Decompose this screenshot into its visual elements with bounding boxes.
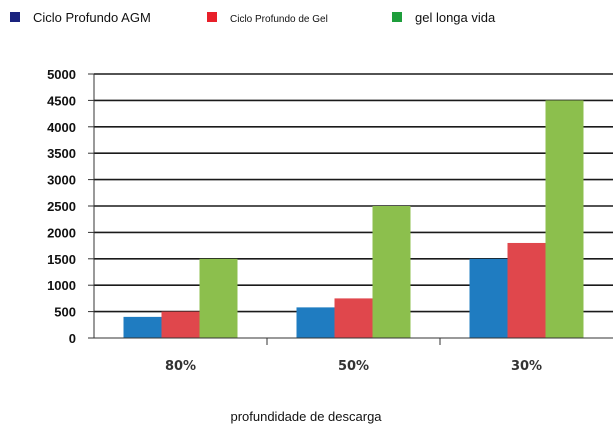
bar	[469, 258, 508, 338]
y-tick-label: 4500	[47, 93, 76, 108]
legend-swatch	[10, 12, 20, 22]
bar	[545, 100, 584, 339]
legend-label: Ciclo Profundo AGM	[33, 10, 151, 25]
axes	[88, 73, 613, 345]
y-tick-label: 500	[54, 305, 76, 320]
y-tick-label: 1000	[47, 278, 76, 293]
bar	[372, 206, 411, 338]
legend-label: gel longa vida	[415, 10, 496, 25]
legend-swatch	[207, 12, 217, 22]
bar	[161, 311, 200, 338]
y-tick-label: 3500	[47, 146, 76, 161]
gridlines	[94, 73, 613, 313]
y-tick-label: 2000	[47, 225, 76, 240]
legend-label: Ciclo Profundo de Gel	[230, 14, 328, 25]
y-tick-label: 5000	[47, 67, 76, 82]
y-tick-label: 4000	[47, 120, 76, 135]
legend-item: gel longa vida	[392, 10, 496, 25]
bar	[296, 307, 335, 338]
y-tick-label: 0	[69, 331, 76, 346]
y-tick-label: 1500	[47, 252, 76, 267]
bar	[199, 258, 238, 338]
x-axis-ticks: 80% 50% 30%	[165, 359, 542, 374]
bar	[507, 242, 546, 338]
y-tick-label: 3000	[47, 173, 76, 188]
x-tick-label: 30%	[511, 359, 542, 374]
x-tick-label: 50%	[338, 359, 369, 374]
x-tick-label: 80%	[165, 359, 196, 374]
legend-swatch	[392, 12, 402, 22]
legend-item: Ciclo Profundo AGM	[10, 10, 151, 25]
legend-item: Ciclo Profundo de Gel	[207, 12, 328, 25]
bars	[123, 100, 584, 339]
y-tick-label: 2500	[47, 199, 76, 214]
y-axis-ticks: 0 500 1000 1500 2000 2500 3000 3500 4000 4500 5000	[47, 67, 76, 346]
x-axis-label: profundidade de descarga	[230, 409, 382, 424]
legend: Ciclo Profundo AGM Ciclo Profundo de Gel g…	[10, 10, 496, 25]
bar	[123, 316, 162, 338]
bar	[334, 298, 373, 338]
